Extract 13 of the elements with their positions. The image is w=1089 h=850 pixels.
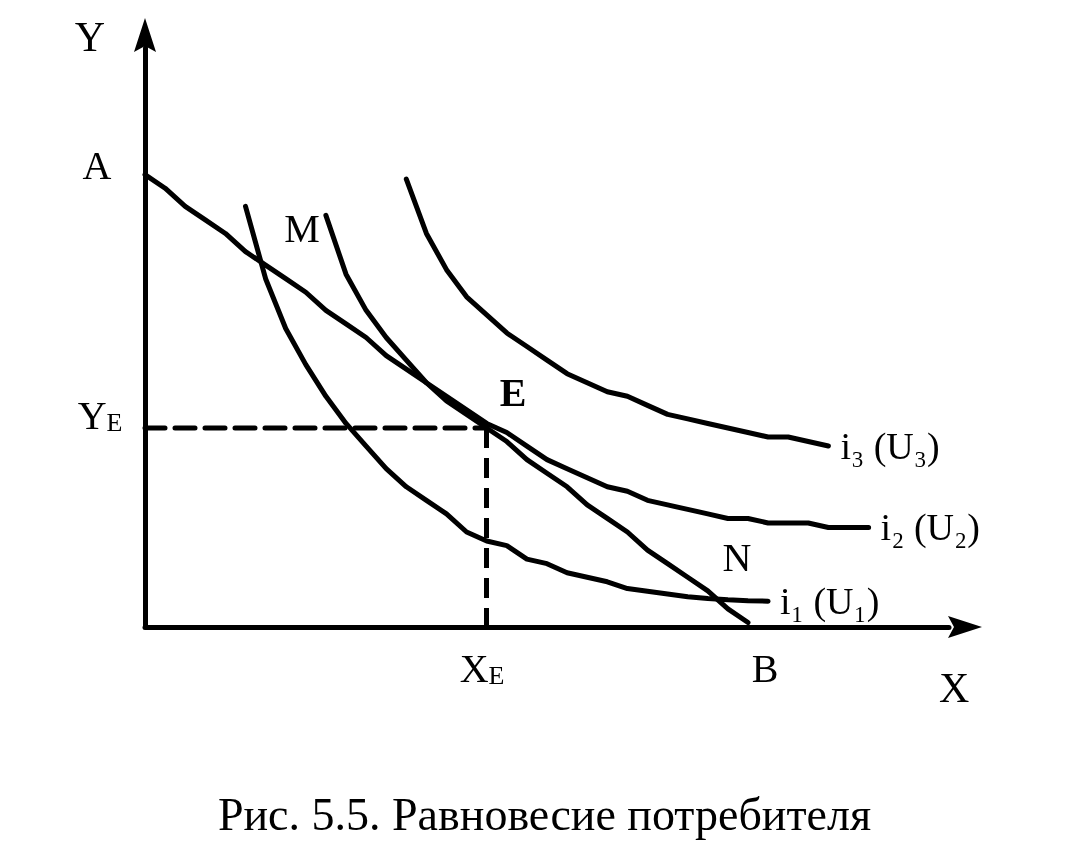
legend-label: i₁ (U₁)	[780, 580, 880, 624]
text: A	[82, 142, 112, 188]
text: Рис. 5.5. Равновесие потребителя	[217, 788, 872, 840]
annotation: E	[499, 369, 527, 415]
x-axis-title: X	[939, 665, 970, 711]
annotation: N	[722, 534, 752, 580]
y-axis-title: Y	[74, 14, 105, 60]
series-label: i₂ (U₂)	[880, 506, 980, 550]
text: B	[751, 645, 779, 691]
text: YE	[77, 392, 123, 438]
series-label: i₃ (U₃)	[840, 425, 940, 469]
text: XE	[459, 645, 505, 691]
annotation: M	[284, 205, 320, 251]
